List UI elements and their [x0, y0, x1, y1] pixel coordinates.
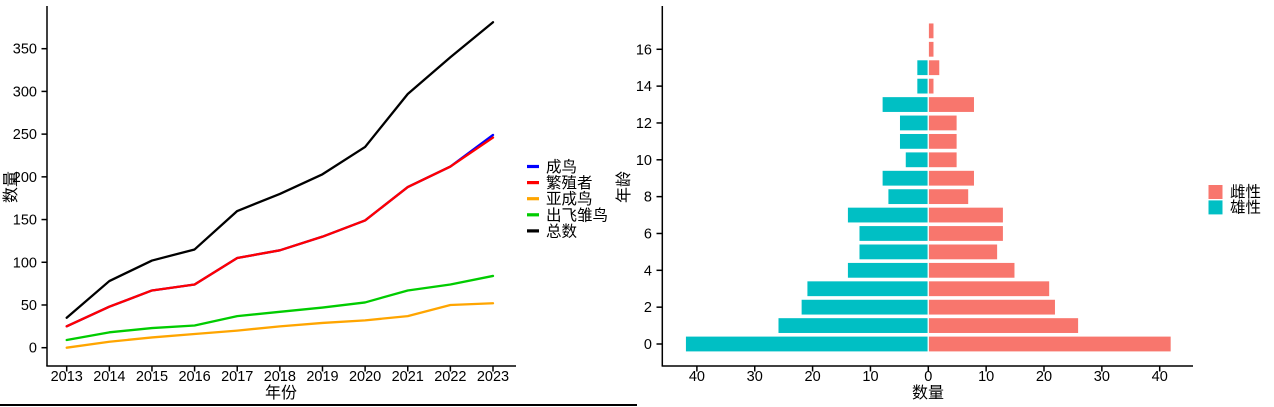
- bar-male-age-4: [846, 261, 929, 279]
- y-tick-label: 2: [644, 300, 652, 316]
- bar-male-age-1: [777, 316, 929, 335]
- legend-label-繁殖者: 繁殖者: [546, 173, 593, 192]
- bar-male-age-6: [858, 224, 929, 243]
- bar-female-age-10: [927, 151, 958, 169]
- bar-female-age-4: [927, 261, 1016, 279]
- bar-male-age-8: [887, 188, 929, 206]
- bar-male-age-10: [904, 151, 929, 169]
- series-line-出飞雏鸟: [65, 274, 495, 342]
- y-tick-label: 16: [636, 42, 652, 58]
- y-tick-label: 6: [644, 226, 652, 242]
- x-tick-label: 2017: [221, 369, 253, 385]
- bar-female-age-14: [927, 77, 935, 95]
- legend-label-出飞雏鸟: 出飞雏鸟: [546, 206, 608, 224]
- x-tick-label: 0: [924, 369, 932, 385]
- legend-label-成鸟: 成鸟: [546, 158, 577, 176]
- y-axis-title: 数量: [2, 171, 20, 203]
- x-tick-label: 10: [978, 369, 994, 385]
- bar-male-age-7: [846, 206, 929, 224]
- bar-male-age-12: [898, 114, 929, 132]
- x-tick-label: 20: [805, 369, 821, 385]
- bar-female-age-3: [927, 280, 1051, 298]
- y-tick-label: 250: [13, 127, 37, 143]
- bar-female-age-8: [927, 188, 970, 206]
- y-axis-title: 年龄: [615, 171, 633, 203]
- x-tick-label: 30: [1094, 369, 1110, 385]
- series-line-繁殖者: [65, 136, 495, 328]
- y-tick-label: 150: [13, 213, 37, 229]
- y-tick-label: 14: [636, 79, 652, 95]
- bar-male-age-5: [858, 243, 929, 261]
- y-tick-label: 50: [21, 298, 37, 314]
- x-tick-label: 2013: [51, 369, 83, 385]
- y-tick-label: 8: [644, 190, 652, 206]
- line-chart: 0 50 100 150 200 250 300 350 2013 2014 2015 2016 201…: [2, 6, 608, 402]
- bar-female-age-6: [927, 224, 1005, 243]
- y-tick-label: 4: [644, 263, 652, 279]
- x-tick-label: 2021: [392, 369, 424, 385]
- x-axis-title: 数量: [912, 384, 944, 402]
- bar-female-age-13: [927, 95, 976, 114]
- x-tick-label: 2023: [477, 369, 509, 385]
- bar-female-age-2: [927, 298, 1057, 316]
- x-tick-label: 2016: [178, 369, 210, 385]
- bar-male-age-13: [881, 95, 929, 114]
- bar-female-age-12: [927, 114, 958, 132]
- bar-female-age-9: [927, 169, 976, 187]
- bar-female-age-5: [927, 243, 999, 261]
- y-tick-label: 0: [29, 341, 37, 357]
- y-tick-label: 12: [636, 116, 652, 132]
- x-axis-title: 年份: [265, 384, 297, 402]
- x-tick-label: 2014: [93, 369, 125, 385]
- bar-female-age-15: [927, 59, 941, 77]
- bar-male-age-9: [881, 169, 929, 187]
- series-line-亚成鸟: [65, 302, 495, 349]
- bar-female-age-17: [927, 22, 935, 40]
- x-tick-label: 10: [862, 369, 878, 385]
- legend-key-雄性: [1207, 199, 1224, 216]
- x-tick-label: 40: [689, 369, 705, 385]
- bar-female-age-11: [927, 132, 958, 150]
- bar-female-age-16: [927, 40, 935, 58]
- x-tick-label: 2022: [434, 369, 466, 385]
- bar-male-age-11: [898, 132, 929, 150]
- y-tick-label: 0: [644, 337, 652, 353]
- panel-bottom-border: [0, 404, 637, 406]
- x-tick-label: 20: [1036, 369, 1052, 385]
- y-tick-label: 200: [13, 170, 37, 186]
- y-tick-label: 100: [13, 255, 37, 271]
- bar-male-age-14: [916, 77, 929, 95]
- legend-label-雄性: 雄性: [1230, 198, 1261, 216]
- y-tick-label: 300: [13, 84, 37, 100]
- bar-male-age-3: [806, 280, 929, 298]
- legend-label-亚成鸟: 亚成鸟: [546, 190, 593, 208]
- x-tick-label: 2015: [136, 369, 168, 385]
- x-tick-label: 2020: [349, 369, 381, 385]
- y-tick-label: 350: [13, 42, 37, 58]
- y-tick-label: 10: [636, 153, 652, 169]
- bar-male-age-15: [916, 59, 929, 77]
- x-tick-label: 30: [747, 369, 763, 385]
- series-line-总数: [65, 21, 495, 319]
- bar-female-age-0: [927, 335, 1172, 353]
- bar-male-age-0: [684, 335, 929, 353]
- x-tick-label: 40: [1152, 369, 1168, 385]
- legend-label-雌性: 雌性: [1230, 183, 1261, 201]
- legend-key-雌性: [1207, 184, 1224, 200]
- x-tick-label: 2019: [306, 369, 338, 385]
- bar-female-age-1: [927, 316, 1080, 335]
- bar-female-age-7: [927, 206, 1005, 224]
- bar-male-age-2: [800, 298, 929, 316]
- x-tick-label: 2018: [264, 369, 296, 385]
- legend-label-总数: 总数: [546, 222, 578, 240]
